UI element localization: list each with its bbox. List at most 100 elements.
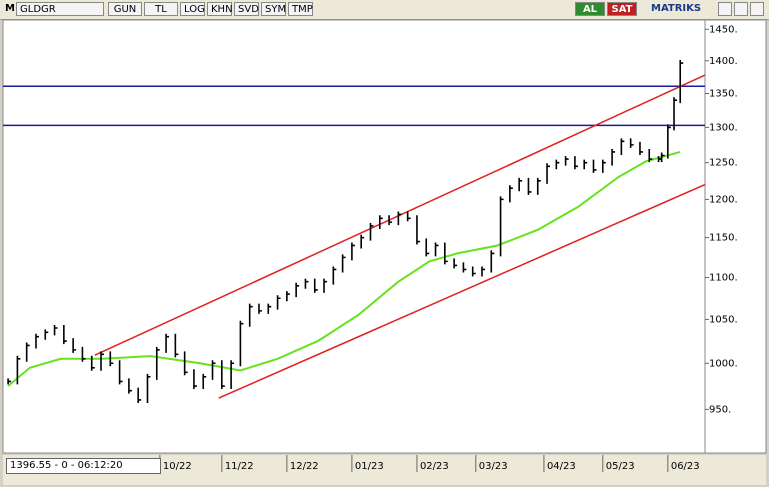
price-bar <box>202 373 207 390</box>
price-bar <box>146 373 151 403</box>
toolbar: M GLDGR AL SAT MATRIKS GUN TL LOG KHN SVD SYM… <box>0 0 769 20</box>
price-bar <box>72 338 77 353</box>
y-tick-label: 1050. <box>709 314 738 325</box>
price-bar <box>611 148 616 166</box>
price-bar <box>673 97 678 131</box>
price-bar <box>601 159 606 173</box>
price-bar <box>481 266 485 277</box>
x-tick-label: 03/23 <box>479 461 508 472</box>
price-bar <box>155 346 160 380</box>
price-bar <box>258 303 262 314</box>
close[interactable] <box>750 2 764 16</box>
price-bar <box>648 148 653 163</box>
price-bar <box>239 320 244 367</box>
x-tick-label: 12/22 <box>290 461 319 472</box>
price-bar <box>629 138 634 148</box>
price-bar <box>406 211 411 222</box>
y-tick-label: 1350. <box>709 88 738 99</box>
y-tick-label: 1150. <box>709 233 738 244</box>
price-bar <box>555 159 560 170</box>
toolbar-button[interactable]: GUN <box>108 2 142 16</box>
price-bar <box>100 351 105 371</box>
price-bar <box>620 138 625 155</box>
price-bar <box>35 333 39 349</box>
x-tick-label: 11/22 <box>225 461 254 472</box>
sell-button[interactable]: SAT <box>607 2 637 16</box>
price-bar <box>536 177 541 195</box>
price-bar <box>286 291 290 302</box>
x-tick-label: 04/23 <box>547 461 576 472</box>
price-bar <box>471 266 476 277</box>
x-tick-label: 02/23 <box>420 461 449 472</box>
price-bar <box>183 351 188 376</box>
price-bar <box>276 295 281 310</box>
plot-background <box>2 19 767 454</box>
price-bar <box>527 177 532 195</box>
price-bar <box>230 360 235 390</box>
y-tick-label: 1450. <box>709 24 738 35</box>
price-bar <box>509 185 513 203</box>
price-bar <box>221 360 225 390</box>
price-bar <box>211 360 216 380</box>
trend-channel <box>218 183 706 399</box>
price-bar <box>639 141 643 155</box>
y-tick-label: 1000. <box>709 358 738 369</box>
price-bar <box>499 196 504 257</box>
toolbar-button[interactable]: TL <box>144 2 178 16</box>
price-bar <box>90 355 95 371</box>
y-tick-label: 1300. <box>709 122 738 133</box>
price-bar <box>660 152 665 163</box>
x-tick-label: 10/22 <box>163 461 192 472</box>
y-tick-label: 1400. <box>709 56 738 67</box>
price-bar <box>341 254 346 273</box>
toolbar-button[interactable]: TMP <box>288 2 313 16</box>
price-bar <box>174 333 179 358</box>
status-box: 1396.55 - 0 - 06:12:20 <box>6 458 161 474</box>
price-bar <box>137 387 142 403</box>
price-bar <box>425 238 430 257</box>
buy-button[interactable]: AL <box>575 2 605 16</box>
price-bar <box>378 215 383 229</box>
price-bar <box>81 346 86 362</box>
price-bar <box>44 329 49 340</box>
price-bar <box>267 303 272 314</box>
price-bar <box>7 378 12 385</box>
brand: MATRIKS <box>651 3 702 14</box>
toolbar-button[interactable]: KHN <box>207 2 233 16</box>
price-bar <box>546 163 551 184</box>
x-tick-label: 05/23 <box>606 461 635 472</box>
price-bar <box>453 258 458 269</box>
price-bar <box>564 156 569 166</box>
price-bar <box>360 234 365 249</box>
price-bar <box>53 325 58 336</box>
price-bar <box>323 278 328 293</box>
price-bar <box>679 60 684 104</box>
toolbar-button[interactable]: LOG <box>180 2 205 16</box>
price-bar <box>304 278 309 289</box>
price-bar <box>444 242 448 265</box>
price-bar <box>313 278 318 293</box>
price-bar <box>388 215 393 226</box>
y-tick-label: 1200. <box>709 194 738 205</box>
price-bar <box>351 242 355 261</box>
y-tick-label: 1250. <box>709 158 738 169</box>
price-bar <box>369 222 374 241</box>
maximize[interactable] <box>734 2 748 16</box>
price-bar <box>332 266 337 285</box>
toolbar-button[interactable]: SYM <box>261 2 286 16</box>
price-bar <box>592 159 597 173</box>
price-bar <box>574 156 578 170</box>
price-bar <box>462 262 467 273</box>
price-bar <box>583 159 588 170</box>
symbol-box[interactable]: GLDGR <box>16 2 104 16</box>
price-bar <box>109 351 114 367</box>
toolbar-button[interactable]: SVD <box>234 2 259 16</box>
minimize[interactable] <box>718 2 732 16</box>
price-bar <box>16 355 21 385</box>
price-bar <box>490 250 495 273</box>
price-bar <box>518 177 523 192</box>
price-bar <box>25 342 30 362</box>
price-bar <box>128 378 132 394</box>
